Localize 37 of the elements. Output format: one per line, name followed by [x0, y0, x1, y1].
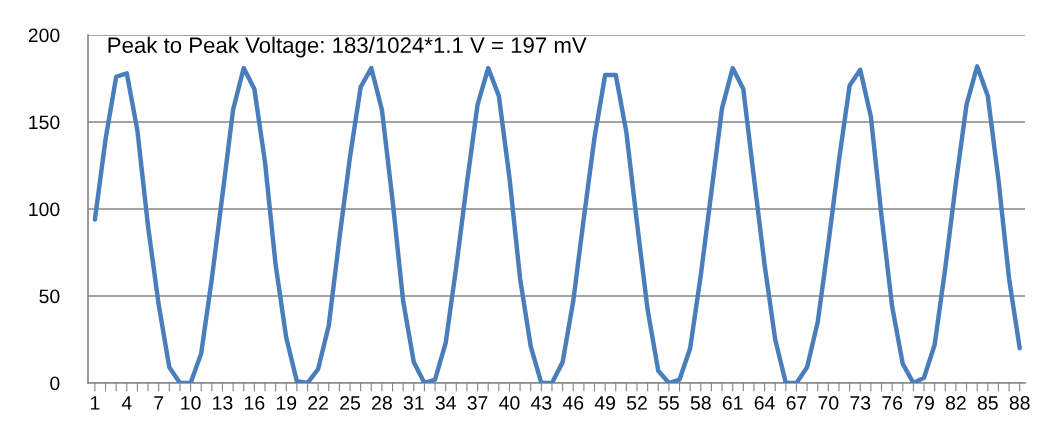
y-tick-label: 150 — [29, 115, 60, 130]
x-tick-label: 79 — [914, 396, 934, 410]
x-tick-label: 58 — [690, 396, 711, 410]
x-tick-label: 43 — [530, 396, 552, 410]
x-tick-label: 22 — [308, 396, 328, 410]
x-tick-label: 61 — [722, 396, 743, 410]
y-tick-label: 50 — [39, 289, 60, 304]
x-tick-label: 7 — [154, 396, 164, 410]
x-tick-label: 70 — [818, 396, 839, 410]
x-tick-label: 37 — [467, 396, 488, 410]
x-tick-label: 82 — [945, 396, 966, 410]
y-tick-label: 100 — [29, 202, 60, 217]
x-tick-label: 76 — [882, 396, 903, 410]
x-tick-label: 31 — [403, 396, 424, 410]
x-tick-label: 55 — [658, 396, 679, 410]
x-tick-label: 40 — [499, 396, 520, 410]
x-tick-label: 49 — [594, 396, 616, 410]
x-tick-label: 1 — [90, 396, 100, 410]
x-tick-label: 13 — [213, 396, 233, 410]
x-tick-label: 85 — [977, 396, 998, 410]
x-tick-label: 28 — [372, 396, 392, 410]
x-tick-label: 19 — [276, 396, 297, 410]
x-tick-label: 64 — [754, 396, 775, 410]
line-series — [92, 64, 1022, 383]
x-tick-label: 67 — [786, 396, 807, 410]
x-tick-label: 52 — [626, 396, 647, 410]
y-tick-label: 0 — [50, 376, 60, 391]
x-tick-label: 88 — [1009, 396, 1030, 410]
y-tick-label: 200 — [28, 28, 60, 43]
x-tick-label: 16 — [245, 396, 265, 410]
x-tick-label: 4 — [121, 396, 132, 410]
x-tick-label: 73 — [850, 396, 871, 410]
x-tick-label: 34 — [435, 396, 456, 410]
x-tick-label: 25 — [340, 396, 361, 410]
annotation: Peak to Peak Voltage: 183/1024*1.1 V = 197 mV — [108, 36, 587, 58]
x-tick-label: 46 — [562, 396, 584, 410]
x-tick-label: 10 — [181, 396, 201, 410]
